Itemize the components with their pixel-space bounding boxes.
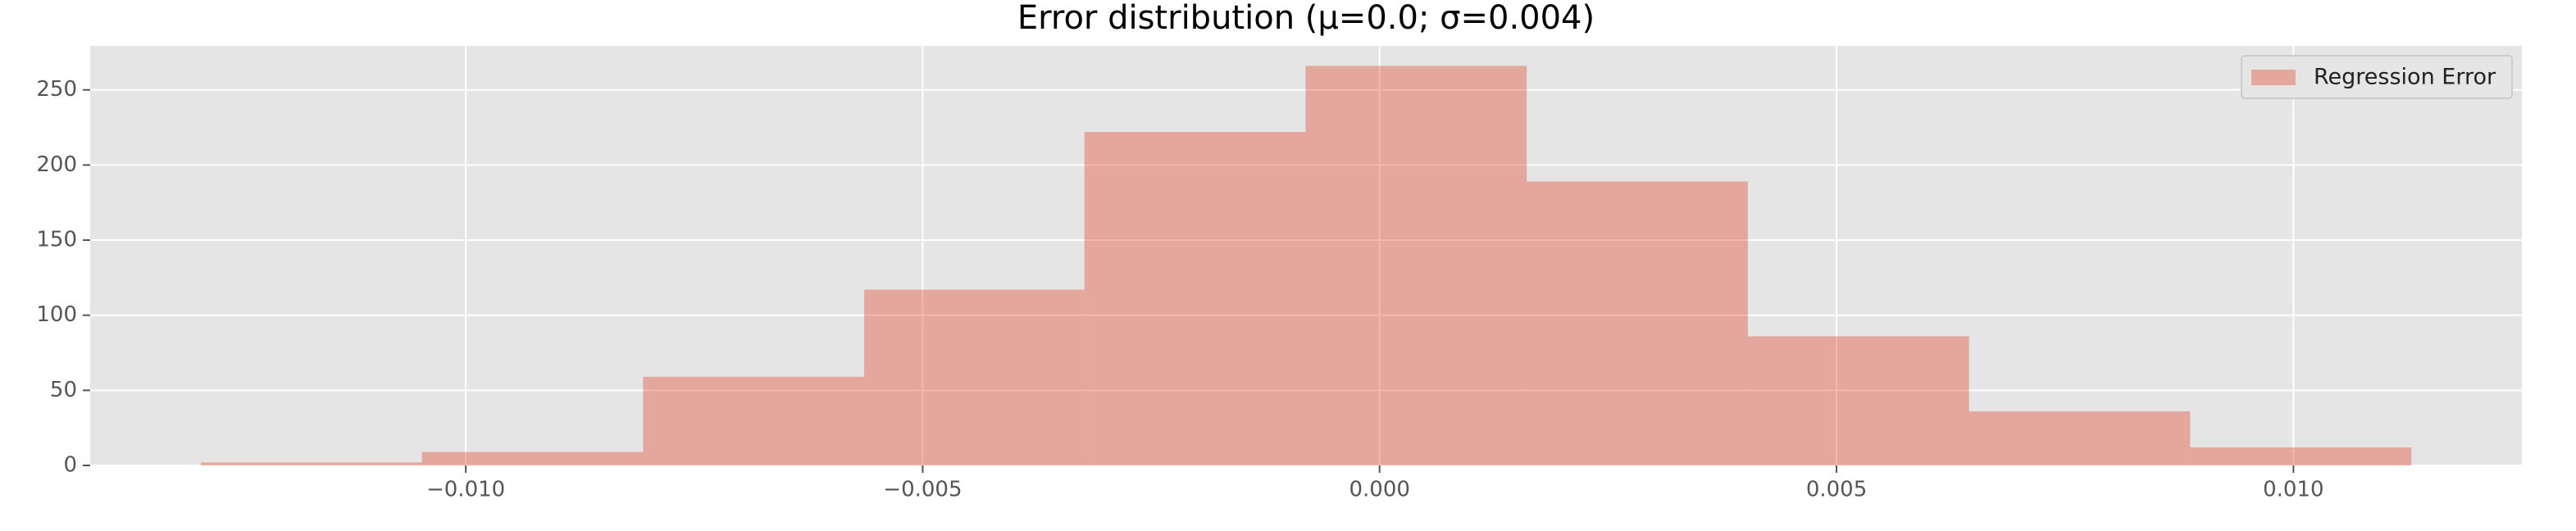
y-tick-label: 50 <box>50 378 77 402</box>
legend-swatch <box>2251 70 2296 85</box>
x-tick-label: −0.010 <box>426 478 505 502</box>
chart-title: Error distribution (μ=0.0; σ=0.004) <box>1017 0 1595 37</box>
x-tick-label: 0.010 <box>2263 478 2323 502</box>
legend-box <box>2241 55 2513 99</box>
y-tick-label: 100 <box>36 302 77 327</box>
x-tick-label: 0.005 <box>1806 478 1867 502</box>
y-tick-label: 0 <box>63 453 77 478</box>
bar <box>421 452 644 465</box>
x-tick-label: −0.005 <box>883 478 962 502</box>
y-tick-label: 250 <box>36 77 77 102</box>
bar <box>1968 411 2191 465</box>
y-tick-label: 150 <box>36 228 77 252</box>
bar <box>864 289 1085 465</box>
bar <box>1747 336 1969 465</box>
x-tick-label: 0.000 <box>1349 478 1410 502</box>
bar <box>200 462 422 465</box>
y-tick-label: 200 <box>36 152 77 177</box>
bar <box>1084 132 1306 466</box>
bar <box>2190 447 2412 465</box>
bar <box>1305 66 1527 465</box>
plot-background <box>90 46 2522 465</box>
legend-text: Regression Error <box>2314 65 2496 90</box>
bar <box>643 376 865 465</box>
bar <box>1527 181 1748 466</box>
